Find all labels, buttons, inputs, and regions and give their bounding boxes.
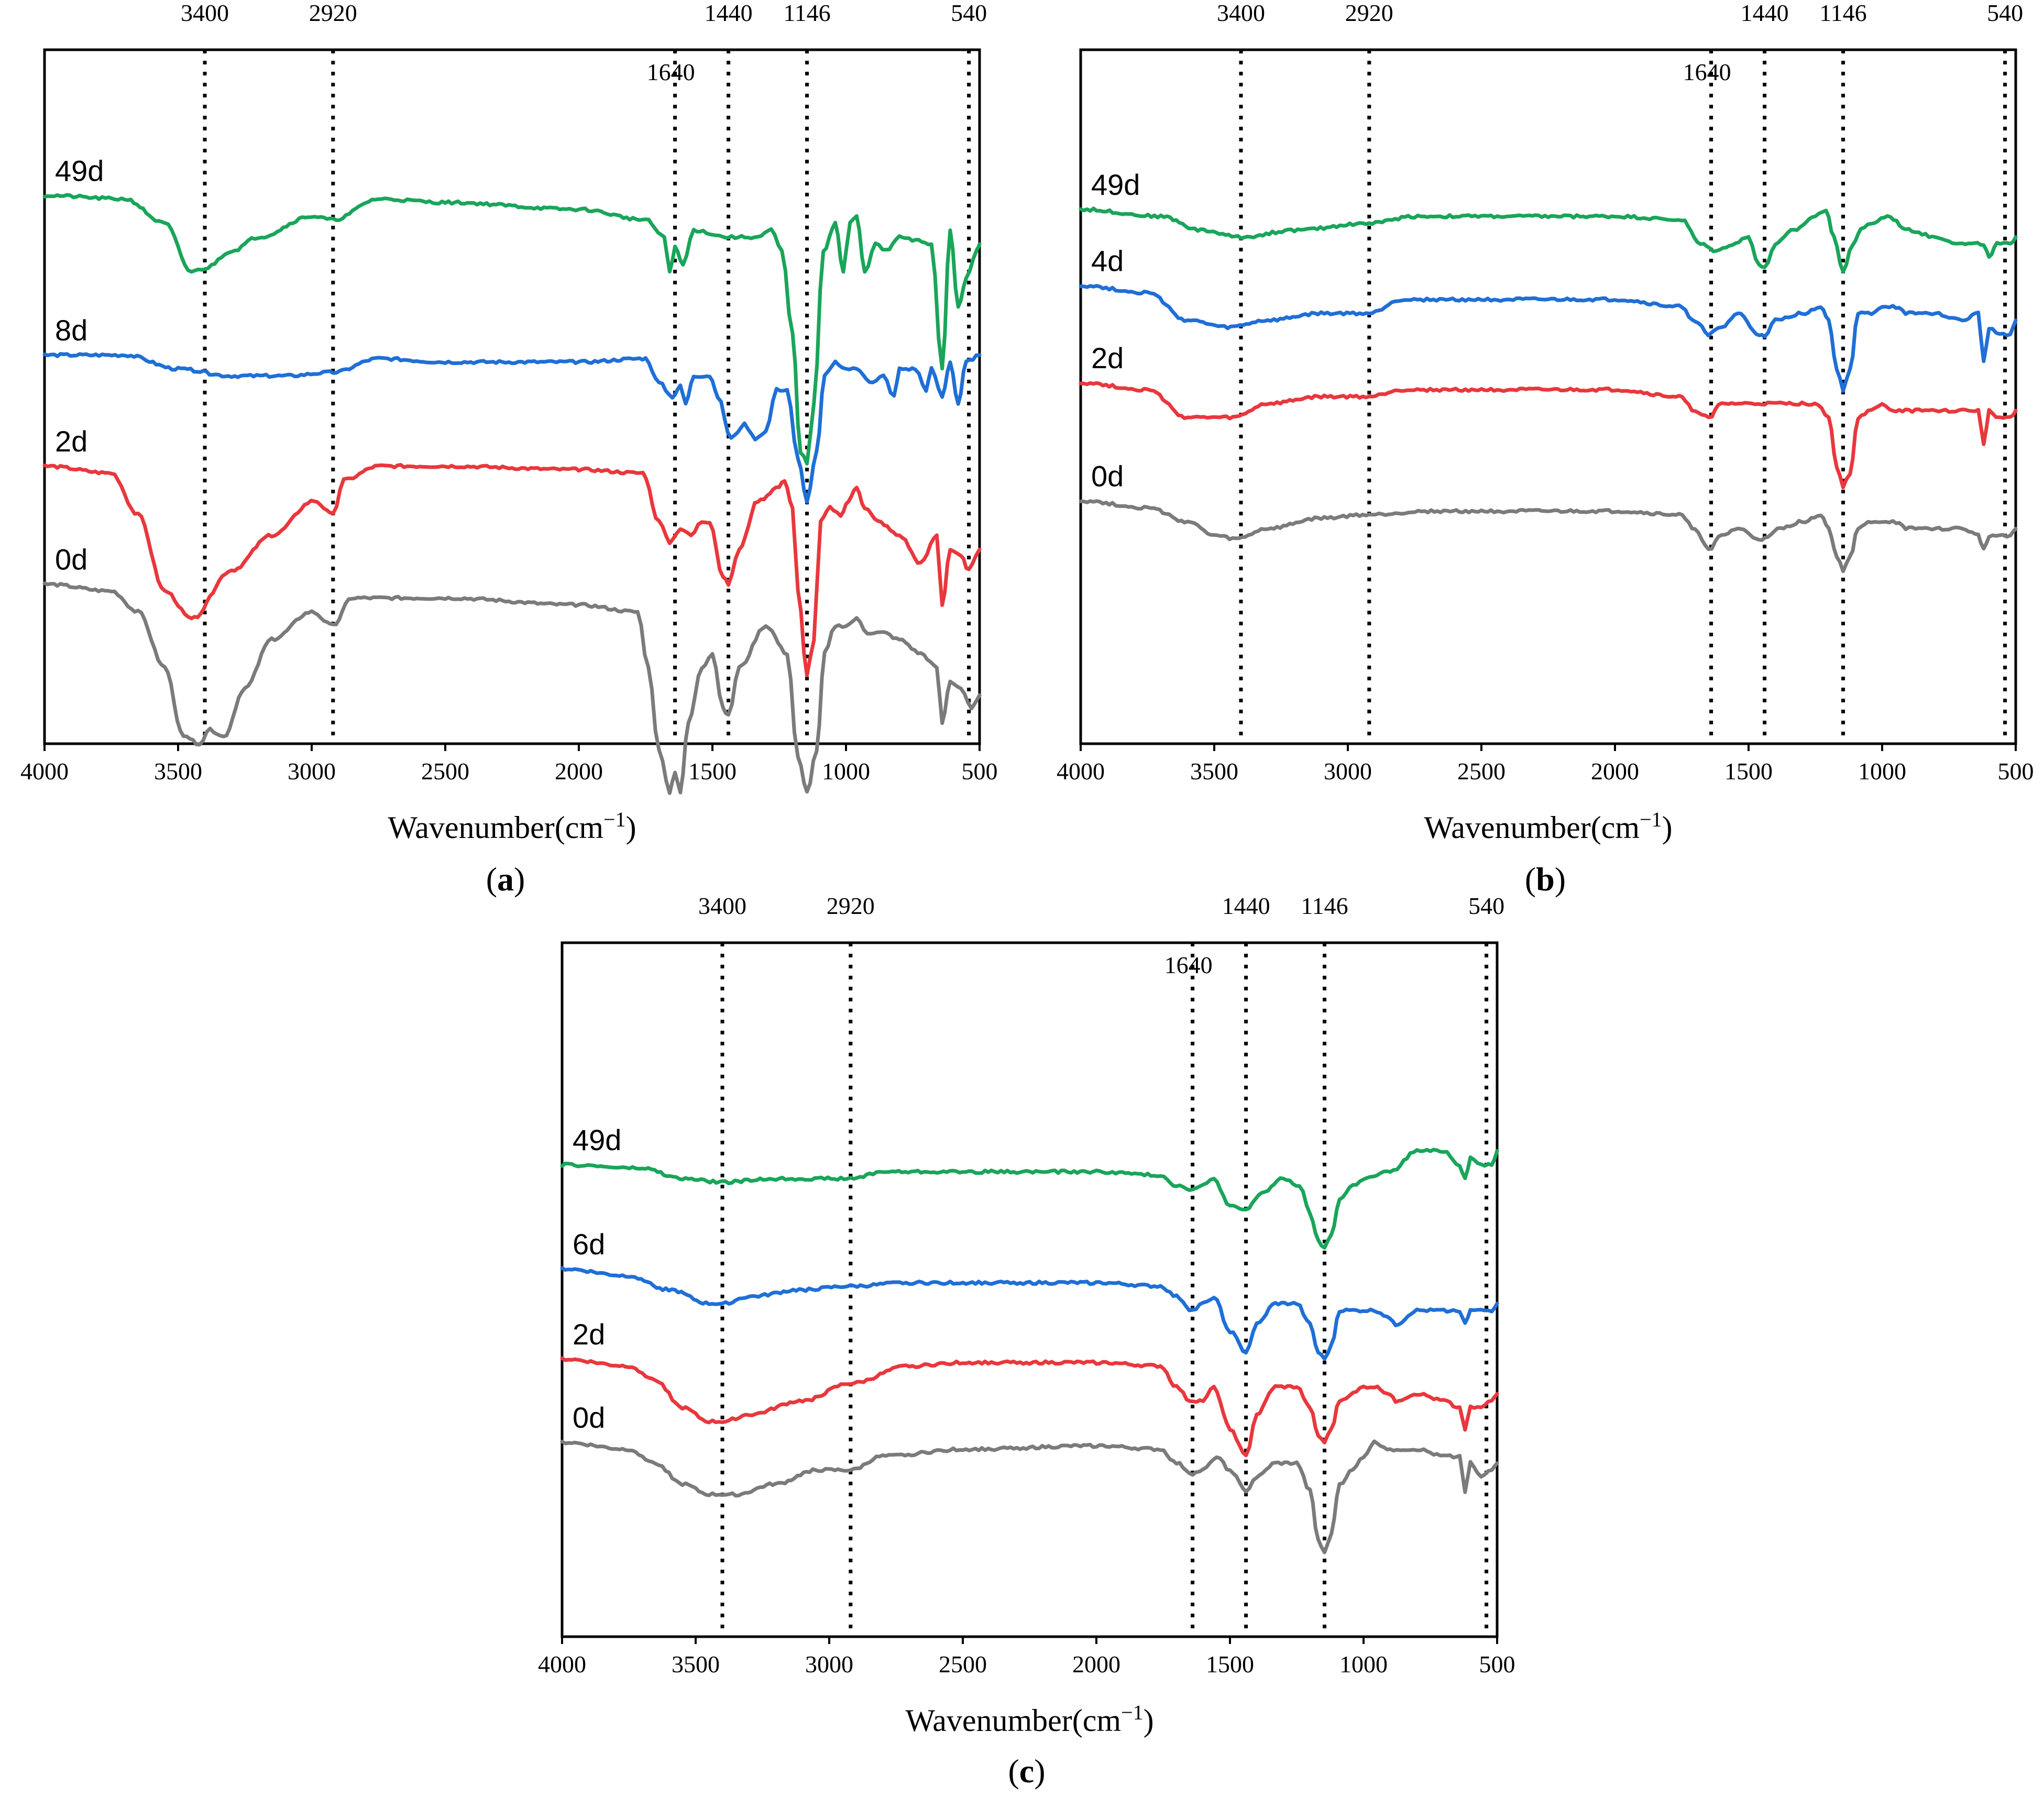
x-tick-label: 1000: [1858, 758, 1906, 785]
reference-label-1440: 1440: [1741, 0, 1789, 26]
x-tick-label: 2000: [1591, 758, 1639, 785]
x-tick-label: 3500: [672, 1651, 720, 1678]
plot-frame-b: [1079, 48, 2017, 745]
x-tick-label: 3500: [1190, 758, 1238, 785]
spectrum-c-6d: [560, 1266, 1499, 1361]
spectrum-c-0d: [560, 1439, 1499, 1554]
x-tick-label: 1000: [1339, 1651, 1388, 1678]
series-label-2d: 2d: [573, 1318, 605, 1351]
x-tick-label: 1500: [1206, 1651, 1254, 1678]
x-tick-label: 2000: [1072, 1651, 1120, 1678]
spectrum-b-49d: [1079, 206, 2018, 274]
x-tick-label: 500: [1998, 758, 2034, 785]
reference-label-1440: 1440: [1222, 892, 1270, 919]
reference-label-1640: 1640: [1683, 59, 1731, 85]
x-tick-label: 1500: [1724, 758, 1773, 785]
reference-label-1146: 1146: [1301, 892, 1348, 919]
x-tick-label: 3000: [1324, 758, 1372, 785]
x-tick-label: 500: [962, 758, 998, 785]
reference-label-2920: 2920: [309, 0, 357, 26]
spectrum-c-2d: [560, 1356, 1499, 1458]
spectrum-a-49d: [42, 193, 982, 466]
series-label-49d: 49d: [55, 154, 104, 187]
spectrum-b-0d: [1079, 499, 2018, 573]
x-tick-label: 4000: [1057, 758, 1105, 785]
reference-label-1146: 1146: [783, 0, 830, 26]
x-tick-label: 3500: [154, 758, 202, 785]
series-label-0d: 0d: [1091, 459, 1124, 492]
x-tick-label: 2500: [1457, 758, 1505, 785]
series-label-8d: 8d: [55, 314, 87, 347]
chart-panel-a: 4000 3500 3000 2500 2000 1500 1000 500 Wavenumbe…: [20, 0, 998, 845]
reference-label-540: 540: [1987, 0, 2023, 26]
spectrum-a-8d: [42, 352, 982, 504]
x-axis-label: Wavenumber(cm−1): [905, 1701, 1153, 1738]
reference-label-2920: 2920: [827, 892, 875, 919]
plot-frame-c: [561, 941, 1499, 1638]
reference-label-540: 540: [951, 0, 987, 26]
reference-label-3400: 3400: [1217, 0, 1265, 26]
x-tick-label: 4000: [20, 758, 69, 785]
series-label-6d: 6d: [573, 1228, 605, 1261]
x-axis-label: Wavenumber(cm−1): [388, 808, 636, 845]
reference-label-1440: 1440: [705, 0, 753, 26]
series-label-4d: 4d: [1091, 245, 1124, 278]
series-label-0d: 0d: [573, 1401, 605, 1434]
reference-label-540: 540: [1468, 892, 1504, 919]
reference-label-3400: 3400: [698, 892, 746, 919]
panel-label-b: (b): [1525, 861, 1566, 898]
spectrum-c-49d: [560, 1148, 1499, 1250]
series-label-0d: 0d: [55, 543, 87, 576]
reference-label-1640: 1640: [1164, 952, 1213, 978]
spectrum-a-0d: [42, 581, 982, 795]
series-label-49d: 49d: [1091, 168, 1140, 201]
series-label-2d: 2d: [1091, 341, 1124, 374]
x-tick-label: 3000: [288, 758, 336, 785]
x-tick-label: 3000: [805, 1651, 853, 1678]
chart-panel-c: 4000 3500 3000 2500 2000 1500 1000 500 Wavenumbe…: [538, 892, 1515, 1738]
reference-label-1640: 1640: [647, 59, 695, 85]
series-label-49d: 49d: [573, 1123, 621, 1156]
reference-label-1146: 1146: [1819, 0, 1866, 26]
x-axis-label: Wavenumber(cm−1): [1424, 808, 1672, 845]
panel-label-a: (a): [486, 861, 525, 898]
chart-panel-b: 4000 3500 3000 2500 2000 1500 1000 500 Wavenumbe…: [1057, 0, 2034, 845]
spectrum-b-4d: [1079, 284, 2018, 393]
x-tick-label: 1000: [822, 758, 870, 785]
x-tick-label: 2500: [421, 758, 469, 785]
reference-label-2920: 2920: [1345, 0, 1393, 26]
panel-label-c: (c): [1008, 1752, 1045, 1790]
x-tick-label: 4000: [538, 1651, 586, 1678]
plot-frame-a: [43, 48, 981, 745]
x-tick-label: 2000: [555, 758, 603, 785]
x-tick-label: 2500: [939, 1651, 987, 1678]
spectrum-a-2d: [42, 463, 982, 678]
series-label-2d: 2d: [55, 425, 87, 458]
x-tick-label: 500: [1479, 1651, 1515, 1678]
x-tick-label: 1500: [688, 758, 737, 785]
reference-label-3400: 3400: [181, 0, 229, 26]
spectrum-b-2d: [1079, 381, 2018, 490]
